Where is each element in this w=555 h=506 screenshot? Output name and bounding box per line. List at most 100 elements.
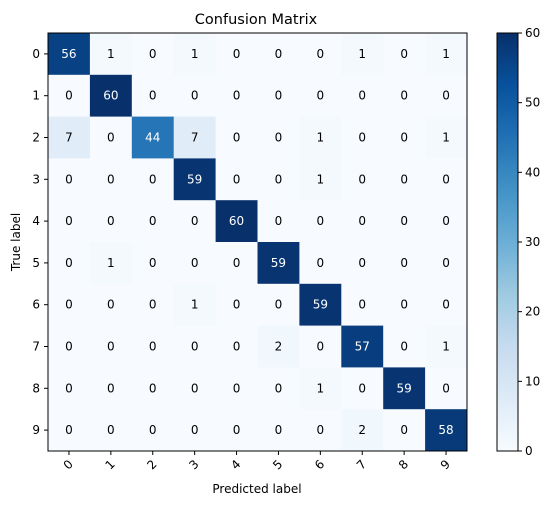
heatmap-cell-r7-c7 [341, 325, 384, 368]
cell-value-label: 1 [191, 47, 199, 61]
cell-value-label: 0 [233, 381, 241, 395]
cell-value-label: 0 [149, 89, 157, 103]
cell-value-label: 0 [442, 214, 450, 228]
x-tick-label: 8 [396, 457, 411, 472]
cell-value-label: 0 [358, 381, 366, 395]
heatmap-cell-r5-c7 [341, 242, 384, 285]
x-tick-label: 4 [228, 457, 243, 472]
heatmap-cell-r0-c9 [425, 33, 468, 76]
cell-value-label: 0 [107, 172, 115, 186]
plot-frame [47, 32, 468, 452]
cell-value-label: 0 [149, 381, 157, 395]
cell-value-label: 0 [107, 340, 115, 354]
heatmap-cell-r8-c6 [299, 367, 342, 410]
cell-value-label: 0 [400, 131, 408, 145]
heatmap-cell-r4-c9 [425, 200, 468, 243]
cell-value-label: 0 [149, 214, 157, 228]
cell-value-label: 0 [275, 89, 283, 103]
cell-value-label: 0 [400, 89, 408, 103]
heatmap-cell-r6-c5 [257, 283, 300, 326]
heatmap-cell-r0-c3 [173, 33, 216, 76]
cell-value-label: 0 [65, 381, 73, 395]
cell-value-label: 0 [275, 423, 283, 437]
y-tick-label: 8 [32, 381, 40, 395]
x-tick-label: 6 [312, 457, 327, 472]
heatmap-cell-r1-c6 [299, 74, 342, 117]
cell-value-label: 0 [400, 172, 408, 186]
cell-value-label: 1 [191, 298, 199, 312]
cell-value-label: 58 [438, 423, 453, 437]
colorbar-tick-label: 0 [525, 444, 533, 458]
y-tick-label: 2 [32, 131, 40, 145]
heatmap-cell-r9-c5 [257, 409, 300, 452]
cell-value-label: 0 [65, 172, 73, 186]
heatmap-cell-r9-c1 [89, 409, 133, 452]
cell-value-label: 0 [358, 89, 366, 103]
heatmap-cell-r6-c1 [89, 283, 133, 326]
heatmap-cell-r0-c4 [215, 33, 258, 76]
heatmap-cell-r0-c8 [383, 33, 426, 76]
heatmap-cell-r6-c0 [48, 283, 91, 326]
heatmap-cell-r3-c3 [173, 158, 216, 201]
heatmap-cell-r6-c3 [173, 283, 216, 326]
cell-value-label: 0 [233, 340, 241, 354]
colorbar-ticks: 0 10 20 30 40 50 60 [518, 26, 540, 458]
heatmap-cell-r1-c5 [257, 74, 300, 117]
heatmap-cell-r9-c9 [425, 409, 468, 452]
cell-value-label: 0 [233, 256, 241, 270]
heatmap-cell-r8-c8 [383, 367, 426, 410]
cell-value-label: 0 [107, 381, 115, 395]
heatmap-cell-r3-c7 [341, 158, 384, 201]
y-tick-label: 9 [32, 423, 40, 437]
cell-value-label: 0 [358, 131, 366, 145]
heatmap-cell-r3-c0 [48, 158, 91, 201]
x-axis-label: Predicted label [212, 482, 301, 496]
cell-value-label: 0 [358, 298, 366, 312]
cell-value-label: 0 [442, 256, 450, 270]
y-tick-label: 1 [32, 89, 40, 103]
cell-value-label: 0 [191, 256, 199, 270]
cell-value-label: 2 [275, 340, 283, 354]
cell-value-label: 0 [233, 423, 241, 437]
heatmap-cell-r6-c9 [425, 283, 468, 326]
cell-value-label: 56 [61, 47, 76, 61]
cell-value-label: 0 [65, 340, 73, 354]
cell-value-label: 0 [442, 172, 450, 186]
cell-value-label: 0 [442, 381, 450, 395]
x-tick-label: 9 [438, 457, 453, 472]
y-tick-label: 7 [32, 340, 40, 354]
heatmap-cell-r5-c8 [383, 242, 426, 285]
colorbar-tick-label: 50 [525, 96, 540, 110]
y-tick-label: 3 [32, 172, 40, 186]
cell-value-label: 60 [229, 214, 244, 228]
cell-value-label: 0 [275, 214, 283, 228]
heatmap-cell-r2-c7 [341, 116, 384, 159]
heatmap-cell-r5-c2 [131, 242, 175, 285]
cell-value-label: 0 [317, 340, 325, 354]
x-tick-label: 0 [61, 457, 76, 472]
cell-value-label: 0 [65, 89, 73, 103]
cell-value-label: 1 [317, 172, 325, 186]
heatmap-cell-r4-c7 [341, 200, 384, 243]
heatmap-cell-r7-c9 [425, 325, 468, 368]
heatmap-cell-r5-c0 [48, 242, 91, 285]
cell-value-label: 1 [107, 47, 115, 61]
x-tick-label: 5 [270, 457, 285, 472]
heatmap-cell-r7-c0 [48, 325, 91, 368]
heatmap-cell-r8-c9 [425, 367, 468, 410]
cell-value-label: 59 [187, 172, 202, 186]
heatmap-cell-r9-c2 [131, 409, 175, 452]
cell-value-label: 0 [400, 47, 408, 61]
cell-value-label: 1 [317, 381, 325, 395]
cell-value-label: 0 [400, 256, 408, 270]
heatmap-cell-r8-c2 [131, 367, 175, 410]
cell-value-label: 0 [275, 298, 283, 312]
heatmap-cell-r1-c8 [383, 74, 426, 117]
heatmap-cell-r1-c3 [173, 74, 216, 117]
cell-value-label: 0 [107, 131, 115, 145]
cell-value-label: 0 [65, 423, 73, 437]
heatmap-cell-r1-c1 [89, 74, 133, 117]
heatmap-cell-r9-c6 [299, 409, 342, 452]
heatmap-cell-r8-c5 [257, 367, 300, 410]
